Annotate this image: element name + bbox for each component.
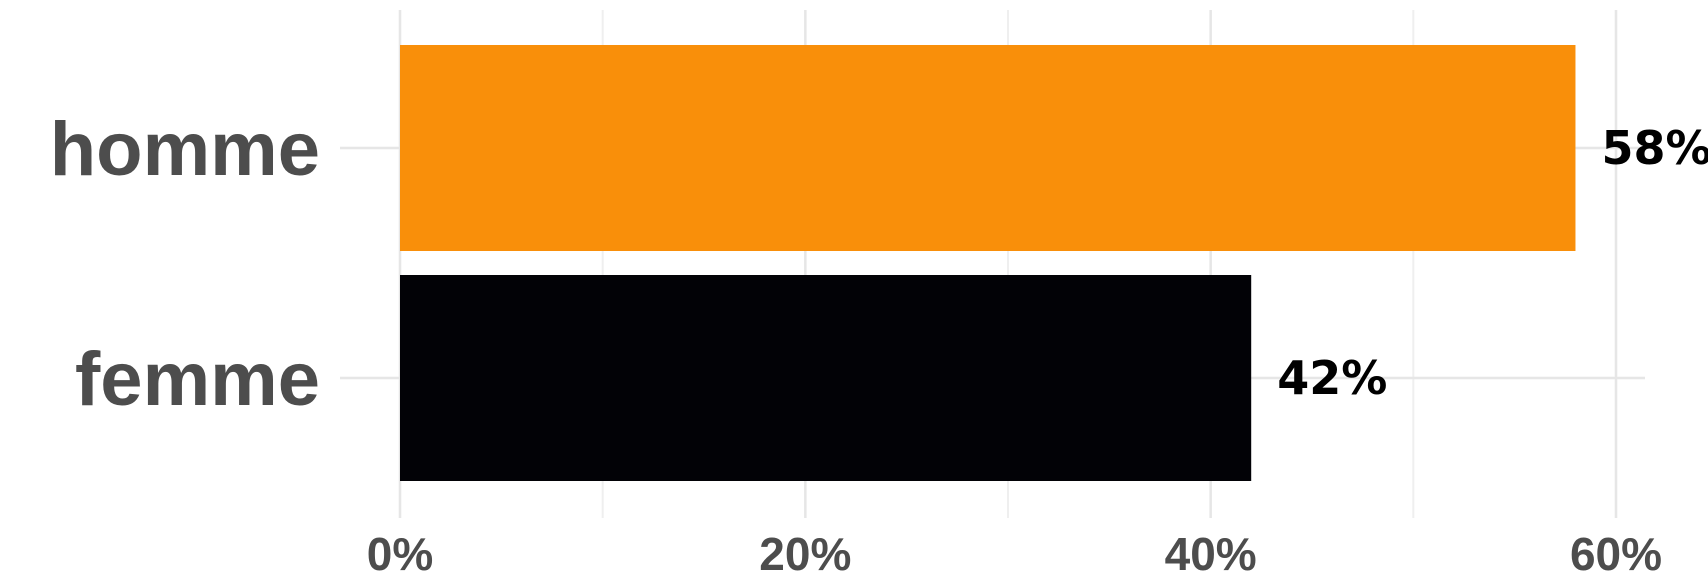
- bars: [400, 45, 1576, 481]
- data-label-homme: 58%: [1601, 121, 1708, 175]
- category-label-femme: femme: [75, 337, 320, 422]
- category-labels: homme femme: [50, 107, 320, 422]
- x-axis-tick-labels: 0% 20% 40% 60%: [367, 528, 1662, 580]
- x-tick-label: 40%: [1165, 528, 1257, 580]
- bar-homme: [400, 45, 1576, 251]
- bar-femme: [400, 275, 1252, 481]
- x-tick-label: 20%: [759, 528, 851, 580]
- data-label-femme: 42%: [1277, 351, 1387, 405]
- category-label-homme: homme: [50, 107, 320, 192]
- x-tick-label: 60%: [1570, 528, 1662, 580]
- x-tick-label: 0%: [367, 528, 433, 580]
- data-labels: 58% 42%: [1277, 121, 1708, 405]
